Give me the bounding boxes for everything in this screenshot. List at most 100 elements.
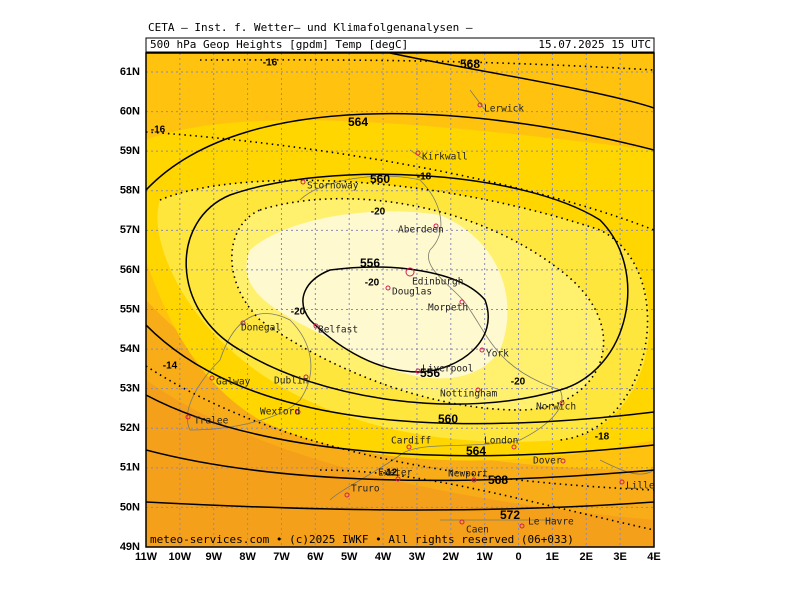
lat-label: 51N — [120, 462, 140, 474]
contour-560-s — [146, 324, 654, 425]
temp-label: -20 — [511, 377, 526, 388]
city-marker — [559, 400, 565, 406]
lon-label: 2W — [443, 551, 460, 563]
city-marker — [475, 387, 481, 393]
height-label: 568 — [460, 57, 480, 71]
lon-label: 3W — [409, 551, 426, 563]
lat-label: 49N — [120, 541, 140, 553]
contour-556 — [302, 266, 489, 373]
city-label: Edinburgh — [412, 277, 463, 288]
city-marker — [303, 374, 309, 380]
contour-564 — [146, 113, 654, 191]
city-marker — [344, 492, 350, 498]
lon-label: 11W — [135, 551, 158, 563]
lon-label: 8W — [239, 551, 256, 563]
contour-564-s — [146, 394, 654, 457]
lon-label: 4E — [647, 551, 660, 563]
city-label: Caen — [466, 525, 489, 536]
city-label: Le Havre — [528, 517, 574, 528]
city-marker — [511, 444, 517, 450]
footer: meteo-services.com • (c)2025 IWKF • All … — [150, 533, 574, 546]
lon-label: 10W — [169, 551, 192, 563]
isotherm — [319, 469, 654, 531]
city-label: Truro — [351, 484, 380, 495]
lon-label: 2E — [580, 551, 593, 563]
city-marker — [209, 375, 215, 381]
city-marker — [385, 285, 391, 291]
isotherm — [146, 365, 654, 491]
height-label: 564 — [348, 115, 368, 129]
city-label: Galway — [216, 377, 251, 388]
city-label: York — [486, 349, 509, 360]
isotherm — [199, 59, 654, 71]
city-marker — [313, 323, 319, 329]
city-label: Exeter — [378, 468, 413, 479]
city-marker — [459, 519, 465, 525]
city-marker — [459, 299, 465, 305]
city-label: Aberdeen — [398, 225, 444, 236]
contour-572 — [146, 501, 654, 511]
lon-label: 0 — [515, 551, 521, 563]
city-label: Donegal — [241, 323, 281, 334]
city-marker — [471, 477, 477, 483]
title-right: 15.07.2025 15 UTC — [538, 38, 651, 51]
city-marker — [405, 267, 415, 277]
city-label: Dover — [533, 456, 562, 467]
city-label: Liverpool — [422, 364, 473, 375]
city-marker — [300, 179, 306, 185]
lat-label: 55N — [120, 303, 140, 315]
lat-label: 52N — [120, 422, 140, 434]
city-marker — [185, 414, 191, 420]
city-marker — [395, 476, 401, 482]
city-marker — [477, 102, 483, 108]
city-label: Newport — [448, 469, 488, 480]
lat-label: 56N — [120, 264, 140, 276]
temp-label: -12 — [383, 468, 398, 479]
height-label: 556 — [420, 366, 440, 380]
city-marker — [560, 458, 566, 464]
city-label: London — [484, 436, 518, 447]
lon-label: 4W — [375, 551, 392, 563]
lat-label: 58N — [120, 185, 140, 197]
city-label: Dublin — [274, 376, 308, 387]
temp-label: -16 — [151, 125, 166, 136]
city-label: Kirkwall — [422, 152, 468, 163]
city-label: Belfast — [318, 325, 358, 336]
lat-label: 53N — [120, 383, 140, 395]
temp-label: -20 — [365, 278, 380, 289]
title-bar — [145, 37, 655, 53]
height-label: 564 — [466, 444, 486, 458]
city-marker — [433, 223, 439, 229]
height-label: 560 — [438, 412, 458, 426]
height-label: 556 — [360, 256, 380, 270]
lat-label: 57N — [120, 224, 140, 236]
lat-label: 61N — [120, 66, 140, 78]
city-label: Lille — [626, 481, 655, 492]
city-label: Norwich — [536, 402, 576, 413]
city-marker — [240, 320, 246, 326]
lat-label: 54N — [120, 343, 140, 355]
contour-560 — [185, 173, 629, 405]
city-label: Cardiff — [391, 436, 431, 447]
lat-label: 60N — [120, 105, 140, 117]
city-marker — [406, 444, 412, 450]
city-marker — [415, 368, 421, 374]
contour-568-s — [146, 449, 654, 482]
band — [246, 211, 508, 379]
height-label: 560 — [370, 172, 390, 186]
temp-label: -20 — [291, 307, 306, 318]
temp-label: -14 — [163, 361, 178, 372]
height-label: 572 — [500, 508, 520, 522]
city-label: Morpeth — [428, 303, 468, 314]
title-left: 500 hPa Geop Heights [gpdm] Temp [degC] — [150, 38, 408, 51]
city-label: Tralee — [194, 416, 229, 427]
lat-label: 50N — [120, 501, 140, 513]
city-marker — [619, 479, 625, 485]
city-label: Nottingham — [440, 389, 497, 400]
height-label: 568 — [488, 473, 508, 487]
city-label: Douglas — [392, 287, 432, 298]
temp-label: -18 — [417, 172, 432, 183]
header: CETA – Inst. f. Wetter– und Klimafolgena… — [148, 21, 473, 34]
band — [146, 380, 654, 547]
